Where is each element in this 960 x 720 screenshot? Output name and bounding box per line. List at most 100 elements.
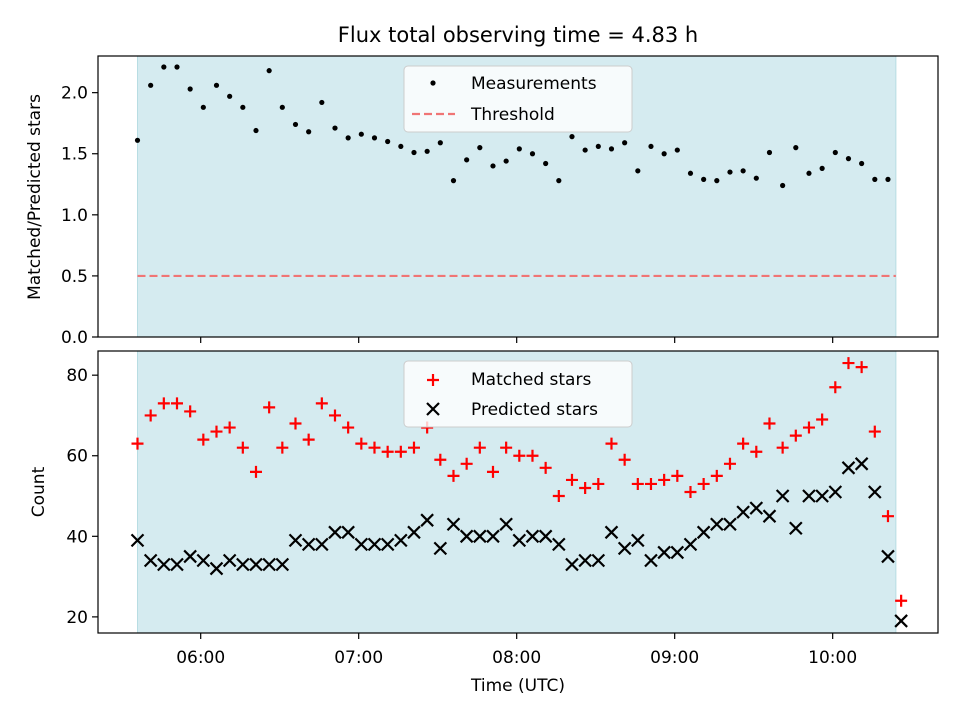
measurement-point <box>411 149 417 156</box>
measurement-point <box>740 168 746 174</box>
measurement-point <box>371 135 378 141</box>
matched-stars-point <box>447 469 460 482</box>
matched-stars-point <box>895 594 908 607</box>
matched-stars-point <box>144 409 157 422</box>
measurement-point <box>266 68 272 74</box>
measurement-point <box>161 64 167 70</box>
measurement-point <box>793 145 799 151</box>
matched-stars-point <box>513 449 526 462</box>
predicted-stars-point <box>275 557 290 572</box>
legend-matched-marker <box>427 374 439 386</box>
bottom-y-tick-label: 20 <box>66 608 88 628</box>
matched-stars-point <box>684 486 697 498</box>
measurement-point <box>635 168 641 174</box>
matched-stars-point <box>855 361 868 374</box>
matched-stars-point <box>170 397 183 410</box>
matched-stars-point <box>342 421 355 434</box>
measurement-point <box>556 178 562 184</box>
bottom-y-tick-label: 40 <box>66 527 88 547</box>
measurement-point <box>648 143 654 150</box>
matched-stars-point <box>592 477 605 490</box>
matched-stars-point <box>881 510 894 523</box>
matched-stars-point <box>605 437 618 450</box>
predicted-stars-point <box>354 537 369 552</box>
measurement-point <box>437 140 443 146</box>
measurement-point <box>845 156 852 162</box>
bottom-y-tick-label: 60 <box>66 447 88 467</box>
predicted-stars-point <box>301 537 316 552</box>
matched-stars-point <box>473 441 486 454</box>
x-tick-label: 08:00 <box>492 648 541 668</box>
predicted-stars-point <box>407 525 421 540</box>
measurement-point <box>753 175 759 181</box>
matched-stars-point <box>737 437 750 450</box>
measurement-point <box>872 176 878 182</box>
predicted-stars-point <box>486 529 500 544</box>
predicted-stars-point <box>394 533 408 548</box>
matched-stars-point <box>816 413 829 426</box>
measurement-point <box>490 163 496 169</box>
matched-stars-point <box>868 425 881 438</box>
predicted-stars-point <box>617 541 632 556</box>
measurement-point <box>608 146 615 152</box>
matched-stars-point <box>157 397 170 410</box>
matched-stars-point <box>434 453 447 466</box>
predicted-stars-point <box>657 545 671 560</box>
measurement-point <box>714 178 720 184</box>
matched-stars-point <box>658 473 671 486</box>
predicted-stars-point <box>222 553 237 568</box>
matched-stars-point <box>723 457 736 470</box>
top-y-axis-label: Matched/Predicted stars <box>25 94 45 300</box>
bottom-legend-box <box>403 360 633 428</box>
matched-stars-point <box>131 437 144 450</box>
matched-stars-point <box>829 381 842 394</box>
predicted-stars-point <box>710 517 724 532</box>
matched-stars-point <box>210 425 223 438</box>
matched-stars-point <box>249 465 262 478</box>
measurement-point <box>292 121 299 128</box>
measurement-point <box>240 104 246 110</box>
top-y-tick-label: 0.5 <box>61 267 88 287</box>
bottom-plot-frame <box>97 350 939 634</box>
matched-stars-point <box>750 445 763 458</box>
predicted-stars-point <box>736 505 750 519</box>
matched-stars-point <box>565 473 578 486</box>
predicted-stars-point <box>789 521 803 536</box>
predicted-stars-point <box>696 525 711 540</box>
measurement-point <box>319 99 325 106</box>
legend-matched-label: Matched stars <box>471 370 591 390</box>
measurement-point <box>543 160 549 167</box>
predicted-stars-point <box>525 529 540 544</box>
matched-stars-point <box>671 469 684 482</box>
predicted-stars-point <box>591 553 606 568</box>
matched-stars-point <box>526 449 539 462</box>
predicted-stars-point <box>538 529 553 544</box>
matched-stars-point <box>236 441 249 454</box>
predicted-stars-point <box>749 501 764 515</box>
predicted-stars-point <box>249 557 263 572</box>
top-legend: Measurements Threshold <box>403 65 633 133</box>
measurement-point <box>806 170 812 176</box>
top-plot-frame <box>97 55 939 338</box>
x-tick-label: 10:00 <box>808 648 857 668</box>
predicted-stars-point <box>512 533 527 548</box>
matched-stars-point <box>276 441 289 454</box>
predicted-stars-point <box>420 513 434 527</box>
matched-stars-point <box>197 433 210 446</box>
measurement-point <box>450 178 457 184</box>
predicted-stars-point <box>762 509 777 523</box>
measurement-point <box>595 143 601 150</box>
predicted-stars-point <box>183 549 197 564</box>
measurement-point <box>780 182 786 189</box>
x-tick-label: 06:00 <box>176 648 225 668</box>
measurement-point <box>253 127 259 134</box>
measurement-point <box>529 151 536 157</box>
matched-stars-point <box>618 453 631 466</box>
matched-stars-point <box>368 441 381 454</box>
predicted-stars-point <box>196 553 211 568</box>
matched-stars-point <box>355 437 368 450</box>
predicted-stars-point <box>841 461 856 475</box>
matched-stars-point <box>631 477 644 490</box>
measurement-point <box>332 125 338 131</box>
